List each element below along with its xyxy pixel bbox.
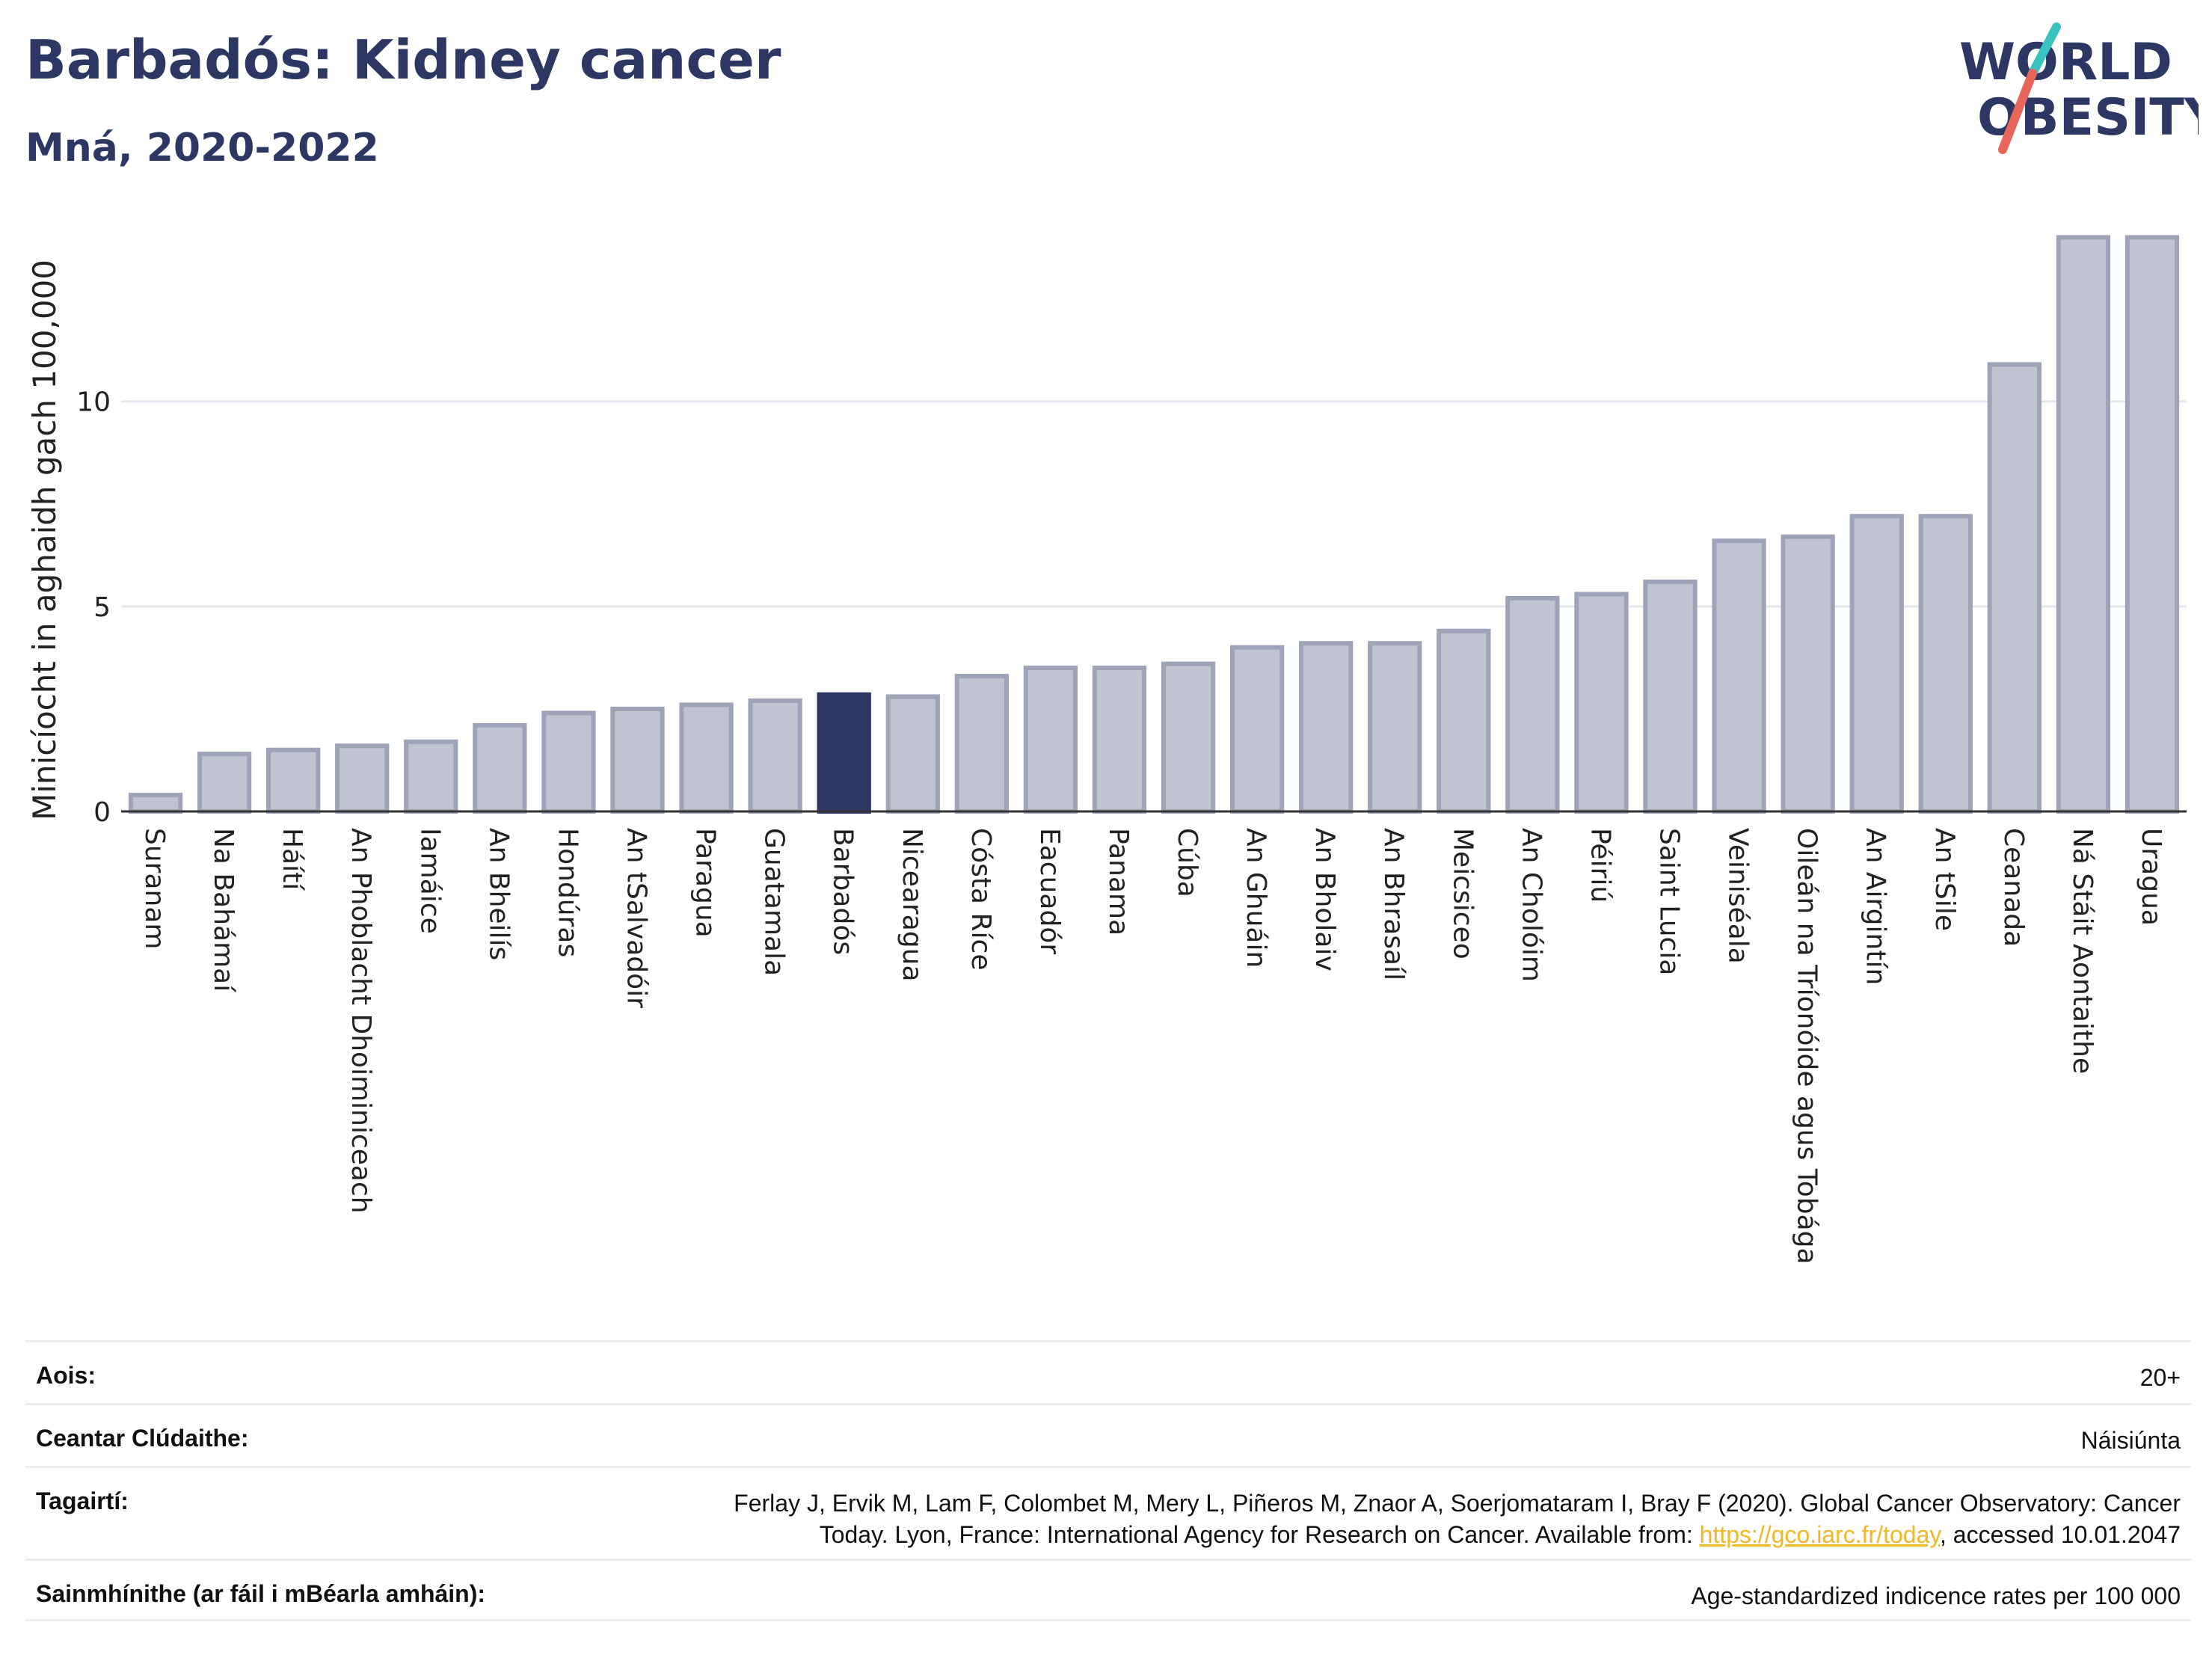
- info-row-references: Tagairtí: Ferlay J, Ervik M, Lam F, Colo…: [25, 1466, 2191, 1559]
- x-tick-label: Meicsiceo: [1447, 828, 1478, 959]
- bar: [1574, 592, 1629, 814]
- bar: [1229, 645, 1285, 814]
- x-tick-label: Ceanada: [1998, 828, 2029, 947]
- bar: [541, 710, 596, 814]
- page-subtitle: Mná, 2020-2022: [25, 126, 379, 171]
- bar: [335, 743, 390, 814]
- bar: [1849, 514, 1904, 814]
- bar: [266, 747, 321, 814]
- bar: [1023, 666, 1078, 814]
- x-tick-label: An tSalvadóir: [621, 828, 652, 1008]
- bar: [2056, 235, 2111, 814]
- x-tick-label: An Cholóim: [1516, 828, 1546, 982]
- reference-link[interactable]: https://gco.iarc.fr/today: [1699, 1521, 1940, 1548]
- x-tick-label: Péiriú: [1585, 828, 1615, 903]
- info-row-coverage: Ceantar Clúdaithe: Náisiúnta: [25, 1403, 2191, 1466]
- info-label-references: Tagairtí:: [36, 1487, 129, 1514]
- y-tick-label: 0: [93, 797, 111, 828]
- bar: [1092, 666, 1147, 814]
- logo-slash-teal: [2028, 22, 2061, 78]
- bar: [197, 752, 252, 814]
- x-tick-label: Cósta Ríce: [965, 828, 996, 971]
- x-tick-label: Nicearagua: [897, 828, 927, 982]
- x-tick-label: An Ghuáin: [1241, 828, 1271, 968]
- info-value-age: 20+: [2139, 1364, 2181, 1391]
- grid-lines: [121, 400, 2187, 608]
- info-label-definitions: Sainmhínithe (ar fáil i mBéarla amháin):: [36, 1580, 486, 1607]
- x-tick-label: Eacuadór: [1034, 828, 1065, 954]
- reference-text-line1: Ferlay J, Ervik M, Lam F, Colombet M, Me…: [734, 1490, 2181, 1517]
- bar: [128, 793, 183, 814]
- x-tick-label: An Phoblacht Dhoiminiceach: [345, 828, 376, 1214]
- bar: [1368, 641, 1422, 814]
- x-tick-label: Cúba: [1172, 828, 1202, 897]
- bar-chart: 0 5 10 Suranam Na Bahámaí Háítí An Phoblacht D…: [26, 235, 2187, 1265]
- x-tick-label: Háítí: [277, 828, 307, 891]
- bar: [1712, 538, 1766, 814]
- logo-text-world: WORLD: [1959, 33, 2172, 92]
- x-tick-label: An Airgintín: [1861, 828, 1891, 985]
- bar-highlight: [817, 692, 871, 814]
- bar: [1437, 628, 1491, 814]
- axes: 0 5 10 Suranam Na Bahámaí Háítí An Phoblacht D…: [76, 387, 2187, 1265]
- logo-slash-red: [1998, 69, 2037, 154]
- bar: [1918, 514, 1973, 814]
- x-tick-label: Uragua: [2136, 828, 2166, 926]
- reference-text-pre: Today. Lyon, France: International Agenc…: [819, 1521, 1700, 1548]
- x-tick-label: An Bhrasaíl: [1378, 828, 1409, 980]
- bar: [954, 674, 1009, 814]
- info-label-coverage: Ceantar Clúdaithe:: [36, 1425, 249, 1452]
- bar: [1781, 534, 1835, 814]
- info-value-references: Ferlay J, Ervik M, Lam F, Colombet M, Me…: [734, 1487, 2181, 1550]
- bar: [404, 739, 458, 814]
- x-tick-label: Iamáice: [414, 828, 445, 934]
- bar: [610, 706, 665, 814]
- x-tick-label: Na Bahámaí: [208, 828, 239, 992]
- info-row-definitions: Sainmhínithe (ar fáil i mBéarla amháin):…: [25, 1559, 2191, 1621]
- bar: [1299, 641, 1354, 814]
- x-tick-label: Oileán na Tríonóide agus Tobága: [1792, 828, 1822, 1265]
- x-tick-label: Ná Stáit Aontaithe: [2067, 828, 2098, 1074]
- info-table: Aois: 20+ Ceantar Clúdaithe: Náisiúnta T…: [25, 1340, 2191, 1621]
- bar: [679, 702, 734, 814]
- x-tick-label: Panama: [1103, 828, 1134, 936]
- x-tick-label: Suranam: [139, 828, 170, 949]
- y-axis-label: Minicíocht in aghaidh gach 100,000: [26, 260, 63, 820]
- page-title: Barbadós: Kidney cancer: [25, 28, 781, 91]
- x-tick-label: Veiniséala: [1723, 828, 1754, 964]
- bar: [2125, 235, 2180, 814]
- x-tick-label: Paragua: [690, 828, 721, 938]
- bar: [473, 722, 527, 814]
- bar: [1161, 661, 1216, 814]
- info-value-definitions: Age-standardized indicence rates per 100…: [1691, 1582, 2181, 1609]
- info-row-age: Aois: 20+: [25, 1340, 2191, 1403]
- bar: [1987, 362, 2042, 814]
- bar: [885, 694, 940, 814]
- info-value-coverage: Náisiúnta: [2080, 1427, 2181, 1454]
- x-tick-label: Saint Lucia: [1654, 828, 1685, 975]
- y-tick-label: 5: [93, 592, 111, 623]
- bars: [128, 235, 2180, 814]
- bar: [1643, 579, 1698, 814]
- x-tick-label: Hondúras: [552, 828, 583, 957]
- x-tick-label: An Bholaiv: [1309, 828, 1340, 971]
- bar: [748, 698, 802, 814]
- world-obesity-logo: WORLD OBESITY: [1959, 22, 2199, 154]
- x-tick-label: Guatamala: [759, 828, 790, 976]
- info-label-age: Aois:: [36, 1362, 96, 1389]
- y-tick-label: 10: [76, 387, 111, 418]
- x-tick-label: An tSile: [1929, 828, 1960, 931]
- reference-text-post: , accessed 10.01.2047: [1939, 1521, 2181, 1548]
- bar: [1505, 595, 1560, 814]
- x-tick-label: An Bheilís: [483, 828, 514, 960]
- x-tick-label: Barbadós: [828, 828, 858, 955]
